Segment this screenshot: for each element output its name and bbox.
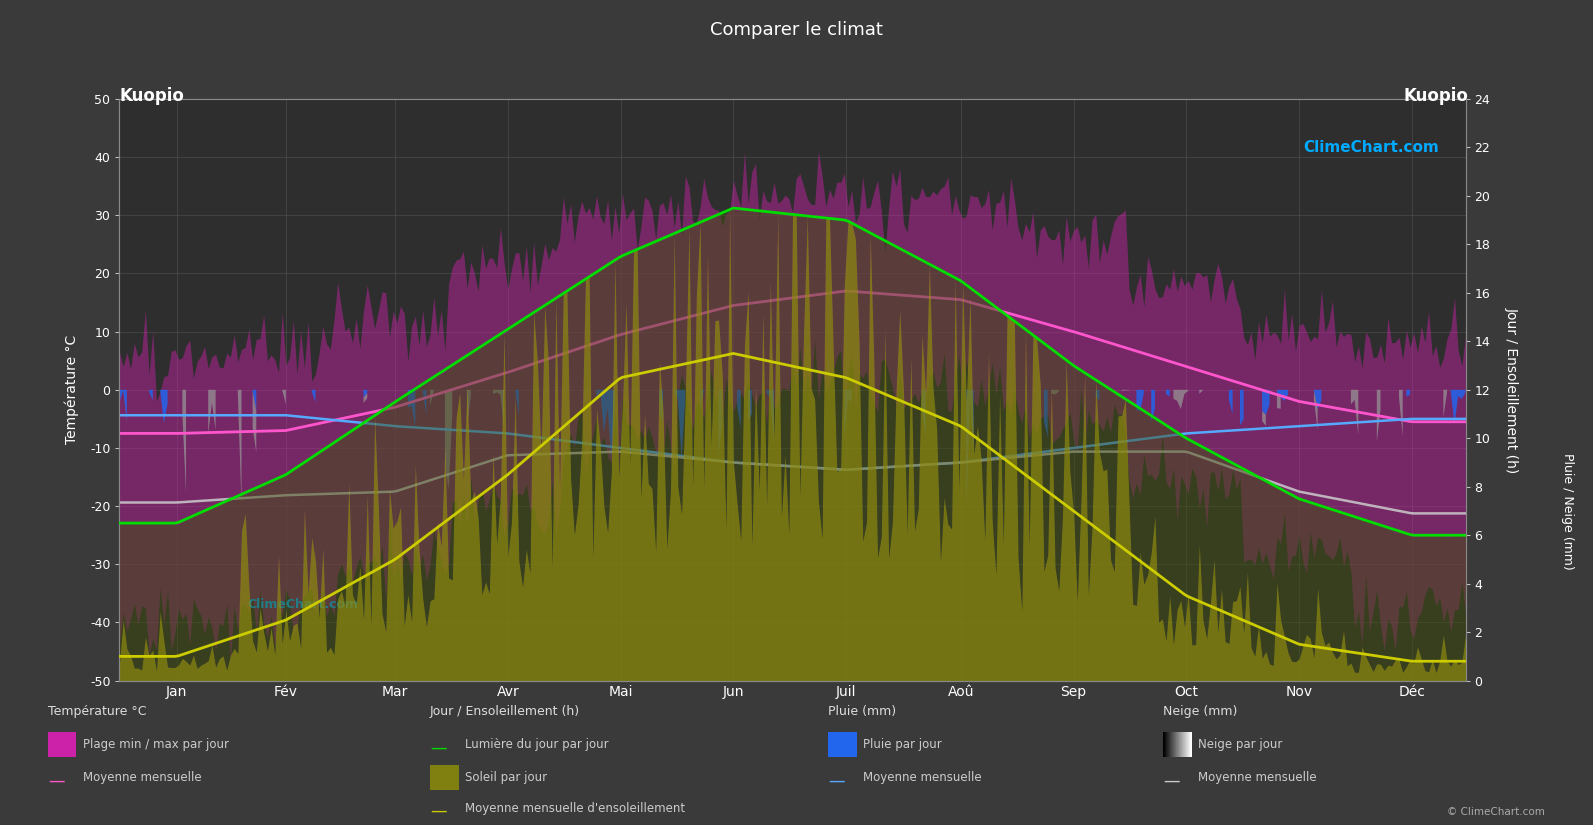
Text: Lumière du jour par jour: Lumière du jour par jour [465, 738, 609, 752]
Text: Moyenne mensuelle d'ensoleillement: Moyenne mensuelle d'ensoleillement [465, 802, 685, 815]
Text: —: — [430, 802, 446, 820]
Y-axis label: Température °C: Température °C [64, 335, 78, 445]
Text: Kuopio: Kuopio [1403, 87, 1469, 105]
Text: Pluie / Neige (mm): Pluie / Neige (mm) [1561, 453, 1574, 570]
Text: Neige par jour: Neige par jour [1198, 738, 1282, 752]
Text: Moyenne mensuelle: Moyenne mensuelle [1198, 771, 1316, 785]
Text: —: — [48, 771, 64, 790]
Text: Soleil par jour: Soleil par jour [465, 771, 548, 785]
Text: —: — [1163, 771, 1179, 790]
Text: Moyenne mensuelle: Moyenne mensuelle [83, 771, 201, 785]
Text: Neige (mm): Neige (mm) [1163, 705, 1238, 719]
Text: Comparer le climat: Comparer le climat [710, 21, 883, 39]
Text: Jour / Ensoleillement (h): Jour / Ensoleillement (h) [430, 705, 580, 719]
Text: Pluie par jour: Pluie par jour [863, 738, 941, 752]
Text: —: — [828, 771, 844, 790]
Text: Pluie (mm): Pluie (mm) [828, 705, 897, 719]
Text: —: — [430, 738, 446, 757]
Text: Moyenne mensuelle: Moyenne mensuelle [863, 771, 981, 785]
Text: Plage min / max par jour: Plage min / max par jour [83, 738, 229, 752]
Text: ClimeChart.com: ClimeChart.com [1303, 139, 1438, 155]
Text: © ClimeChart.com: © ClimeChart.com [1448, 807, 1545, 817]
Text: Kuopio: Kuopio [119, 87, 185, 105]
Text: ClimeChart.com: ClimeChart.com [247, 598, 358, 610]
Y-axis label: Jour / Ensoleillement (h): Jour / Ensoleillement (h) [1504, 307, 1518, 473]
Text: Température °C: Température °C [48, 705, 147, 719]
